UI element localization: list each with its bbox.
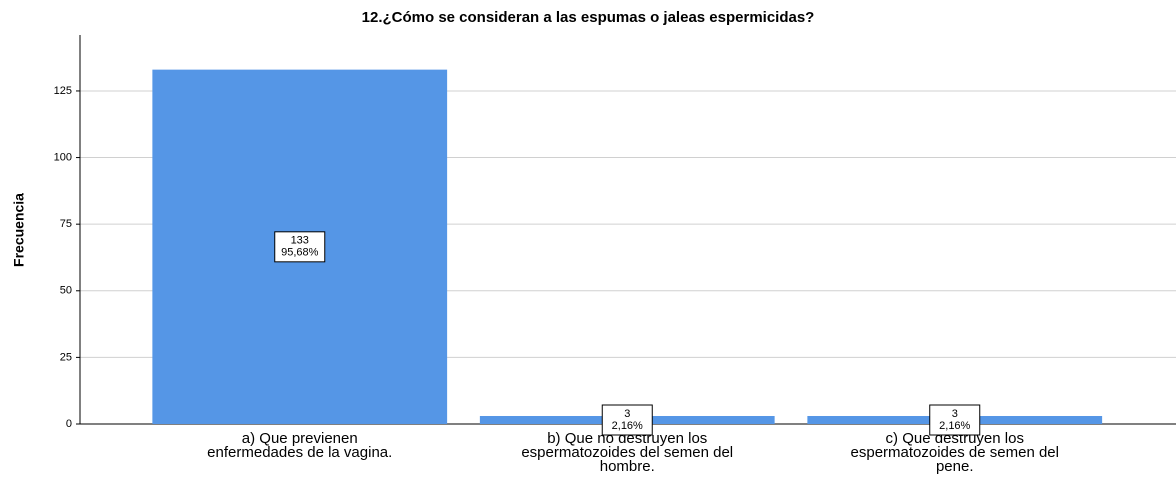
- chart-title: 12.¿Cómo se consideran a las espumas o j…: [362, 9, 815, 26]
- y-axis-label: Frecuencia: [11, 193, 27, 267]
- x-tick-label: espermatozoides del semen del: [521, 444, 733, 461]
- data-label: 133: [291, 235, 309, 247]
- x-tick-label: b) Que no destruyen los: [547, 430, 707, 447]
- x-tick-label: hombre.: [600, 458, 655, 475]
- data-label-box: [274, 231, 326, 263]
- y-tick-label: 75: [60, 218, 72, 230]
- y-tick-label: 100: [54, 151, 72, 163]
- x-tick-label: espermatozoides de semen del: [851, 444, 1059, 461]
- y-tick-label: 50: [60, 285, 72, 297]
- y-tick-label: 0: [66, 418, 72, 430]
- data-label: 95,68%: [281, 247, 319, 259]
- data-label: 2,16%: [939, 420, 970, 432]
- x-tick-label: enfermedades de la vagina.: [207, 444, 392, 461]
- data-label-box: [601, 404, 653, 436]
- data-label: 3: [624, 408, 630, 420]
- data-label-box: [929, 404, 981, 436]
- data-label: 3: [952, 408, 958, 420]
- data-label: 2,16%: [612, 420, 643, 432]
- x-tick-label: c) Que destruyen los: [886, 430, 1024, 447]
- y-tick-label: 25: [60, 351, 72, 363]
- x-tick-label: pene.: [936, 458, 974, 475]
- y-tick-label: 125: [54, 85, 72, 97]
- x-tick-label: a) Que previenen: [242, 430, 358, 447]
